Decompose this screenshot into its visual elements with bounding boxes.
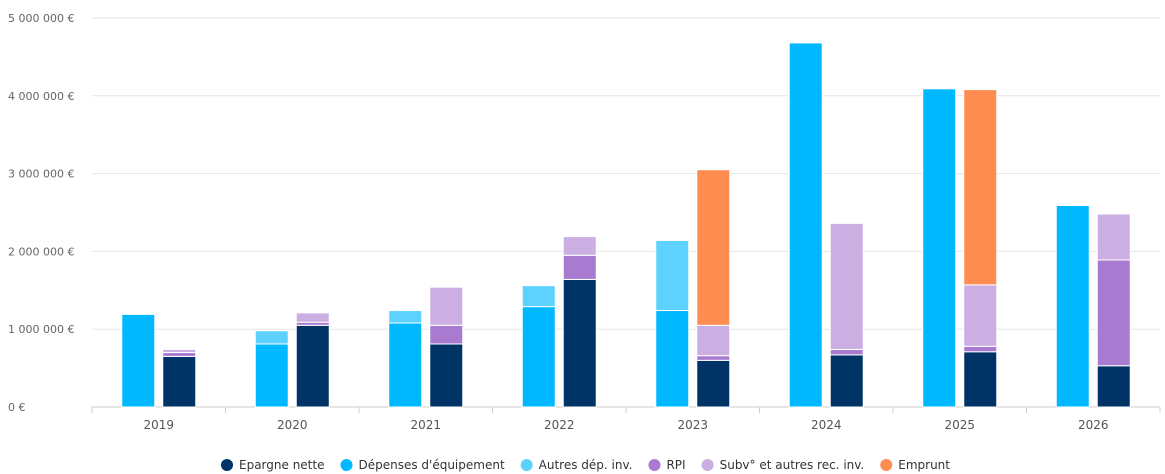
legend-marker [340, 459, 353, 471]
legend-marker [701, 459, 714, 471]
bar-segment[interactable] [963, 89, 998, 286]
legend-item[interactable]: Autres dép. inv. [520, 458, 633, 472]
y-tick-label: 3 000 000 € [8, 168, 74, 181]
bar-segment[interactable] [1055, 204, 1090, 408]
legend-item[interactable]: Subv° et autres rec. inv. [701, 458, 865, 472]
legend-label: Emprunt [898, 458, 950, 472]
bar-segment[interactable] [429, 324, 464, 345]
bar-segment[interactable] [388, 322, 423, 408]
bar-segment[interactable] [562, 254, 597, 280]
bar-segment[interactable] [162, 348, 197, 354]
x-tick-label: 2023 [677, 418, 708, 432]
bar-segment[interactable] [295, 312, 330, 323]
legend-marker [221, 459, 233, 471]
x-tick-label: 2026 [1078, 418, 1109, 432]
bar-segment[interactable] [429, 343, 464, 408]
bar-segment[interactable] [295, 324, 330, 408]
x-tick-label: 2019 [143, 418, 174, 432]
bar-segment[interactable] [963, 284, 998, 347]
legend-label: Epargne nette [239, 458, 324, 472]
bar-segment[interactable] [254, 343, 289, 408]
legend: Epargne nette Dépenses d'équipement Autres… [221, 458, 950, 472]
bar-segment[interactable] [829, 222, 864, 350]
bar-segment[interactable] [829, 354, 864, 408]
x-tick-label: 2025 [944, 418, 975, 432]
y-tick-label: 2 000 000 € [8, 245, 74, 258]
legend-label: RPI [666, 458, 685, 472]
y-tick-label: 0 € [8, 401, 26, 414]
legend-marker [880, 459, 893, 471]
bar-segment[interactable] [1096, 365, 1131, 408]
y-tick-label: 5 000 000 € [8, 12, 74, 25]
bar-segment[interactable] [388, 310, 423, 324]
legend-item[interactable]: Epargne nette [221, 458, 324, 472]
bar-segment[interactable] [521, 285, 556, 308]
bar-segment[interactable] [562, 236, 597, 256]
bar-segment[interactable] [963, 351, 998, 408]
bar-segment[interactable] [922, 88, 957, 408]
bar-segment[interactable] [162, 355, 197, 408]
bar-segment[interactable] [162, 352, 197, 357]
bar-segment[interactable] [696, 169, 731, 326]
legend-marker [520, 459, 533, 471]
legend-label: Subv° et autres rec. inv. [720, 458, 865, 472]
x-axis: 2019 2020 2021 2022 2023 2024 2025 2026 [91, 407, 1161, 432]
bar-segment[interactable] [696, 324, 731, 357]
bar-segment[interactable] [655, 240, 690, 312]
bar-segment[interactable] [1096, 213, 1131, 261]
bar-segment[interactable] [521, 306, 556, 408]
bar-segment[interactable] [829, 348, 864, 356]
y-tick-label: 1 000 000 € [8, 323, 74, 336]
legend-marker [648, 459, 661, 471]
legend-label: Autres dép. inv. [539, 458, 633, 472]
bar-segment[interactable] [121, 313, 156, 408]
bar-segment[interactable] [788, 42, 823, 408]
bar-segment[interactable] [963, 345, 998, 353]
legend-item[interactable]: Dépenses d'équipement [340, 458, 505, 472]
bar-segment[interactable] [562, 278, 597, 408]
bar-segment[interactable] [1096, 259, 1131, 367]
bar-segment[interactable] [655, 310, 690, 408]
bar-segment[interactable] [429, 286, 464, 326]
legend-item[interactable]: Emprunt [880, 458, 950, 472]
x-tick-label: 2022 [544, 418, 575, 432]
grid-layer: 0 € 1 000 000 € 2 000 000 € 3 000 000 € 4 00… [8, 12, 1160, 414]
bars-layer [121, 42, 1131, 408]
legend-label: Dépenses d'équipement [358, 458, 504, 472]
bar-segment[interactable] [696, 359, 731, 408]
x-tick-label: 2020 [277, 418, 308, 432]
bar-segment[interactable] [254, 330, 289, 345]
x-tick-label: 2021 [410, 418, 441, 432]
legend-item[interactable]: RPI [648, 458, 686, 472]
y-tick-label: 4 000 000 € [8, 90, 74, 103]
bar-segment[interactable] [696, 355, 731, 361]
x-tick-label: 2024 [811, 418, 842, 432]
